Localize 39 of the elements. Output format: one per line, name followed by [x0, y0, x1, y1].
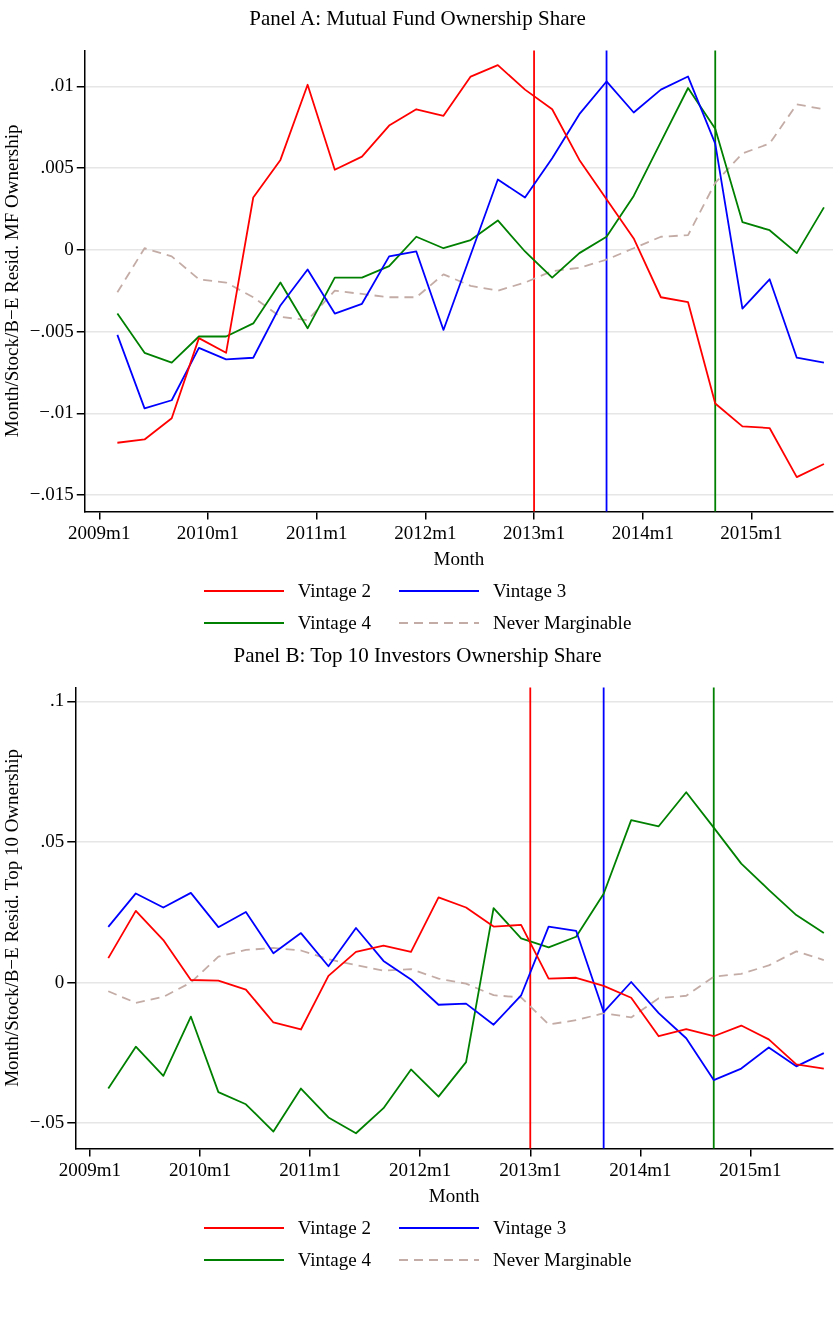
y-axis-title: Month/Stock/B−E Resid. Top 10 Ownership: [1, 748, 23, 1087]
legend-label: Vintage 4: [297, 612, 371, 634]
y-axis-title: Month/Stock/B−E Resid. MF Ownership: [1, 124, 23, 438]
y-tick-label: −.05: [29, 1111, 65, 1133]
x-tick-label: 2014m1: [609, 1158, 672, 1180]
y-tick-label: −.01: [39, 401, 74, 423]
chart-title: Panel B: Top 10 Investors Ownership Share: [232, 642, 603, 669]
y-tick-label: .1: [50, 689, 65, 711]
x-tick-label: 2014m1: [611, 521, 674, 543]
legend-label: Never Marginable: [492, 612, 632, 634]
x-tick-label: 2012m1: [394, 521, 457, 543]
x-tick-label: 2010m1: [176, 521, 240, 543]
legend-label: Vintage 4: [297, 1249, 371, 1271]
x-tick-label: 2009m1: [68, 521, 131, 543]
x-axis-title: Month: [433, 547, 485, 569]
legend-label: Vintage 2: [297, 580, 371, 602]
x-tick-label: 2012m1: [389, 1158, 452, 1180]
legend-label: Vintage 2: [297, 1217, 371, 1239]
chart-title: Panel A: Mutual Fund Ownership Share: [248, 5, 587, 32]
y-tick-label: −.015: [29, 483, 74, 505]
y-tick-label: .005: [40, 156, 74, 178]
y-tick-label: 0: [54, 970, 65, 992]
x-tick-label: 2015m1: [720, 521, 783, 543]
legend-label: Vintage 3: [492, 580, 567, 602]
y-tick-label: −.005: [29, 319, 74, 341]
x-tick-label: 2009m1: [58, 1158, 122, 1180]
legend-label: Vintage 3: [492, 1217, 567, 1239]
x-tick-label: 2010m1: [168, 1158, 232, 1180]
y-tick-label: .05: [40, 829, 65, 851]
x-tick-label: 2013m1: [499, 1158, 562, 1180]
x-tick-label: 2011m1: [279, 1158, 341, 1180]
x-tick-label: 2013m1: [502, 521, 566, 543]
x-tick-label: 2015m1: [719, 1158, 782, 1180]
legend-label: Never Marginable: [492, 1249, 632, 1271]
y-tick-label: 0: [64, 237, 74, 259]
x-tick-label: 2011m1: [285, 521, 348, 543]
x-axis-title: Month: [428, 1184, 480, 1206]
line-series: [107, 947, 825, 1026]
y-tick-label: .01: [50, 74, 74, 96]
